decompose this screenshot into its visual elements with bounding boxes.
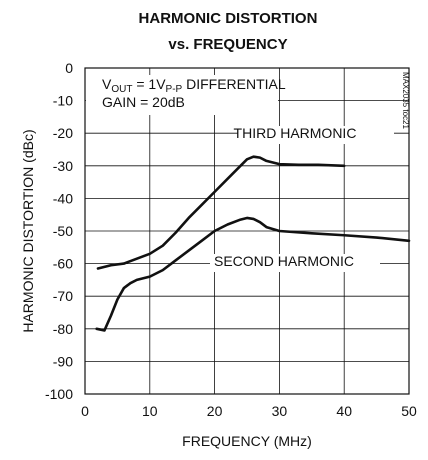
x-tick-label: 0 [81,403,89,419]
part-number: MAX2035 toc21 [401,72,410,129]
y-tick-label: -60 [53,256,73,272]
y-tick-label: -70 [53,288,73,304]
y-tick-label: 0 [65,60,73,76]
y-tick-labels: 0 -10 -20 -30 -40 -50 -60 -70 -80 -90 -100 [45,60,73,402]
third-harmonic-label-background [238,126,394,144]
y-tick-label: -50 [53,223,73,239]
second-harmonic-curve [95,216,411,332]
x-tick-labels: 0 10 20 30 40 50 [81,403,417,419]
plot-frame [84,67,410,395]
gain-condition: GAIN = 20dB [102,94,185,110]
second-harmonic-label-background [210,254,380,272]
x-tick-label: 10 [142,403,158,419]
grid-lines [85,68,409,394]
x-tick-label: 20 [207,403,223,419]
chart-title: HARMONIC DISTORTION [139,10,318,27]
y-axis-label: HARMONIC DISTORTION (dBc) [20,129,36,332]
x-tick-label: 40 [336,403,352,419]
vout-condition: VOUT = 1VP-P DIFFERENTIAL [102,76,286,95]
x-tick-label: 50 [401,403,417,419]
y-tick-label: -100 [45,386,73,402]
y-tick-label: -40 [53,190,73,206]
third-harmonic-label: THIRD HARMONIC [234,125,357,141]
x-tick-label: 30 [272,403,288,419]
chart-subtitle: vs. FREQUENCY [168,36,287,53]
y-tick-label: -10 [53,93,73,109]
x-axis-label: FREQUENCY (MHz) [182,433,312,449]
y-tick-label: -30 [53,158,73,174]
conditions-background [86,75,278,115]
y-tick-label: -90 [53,353,73,369]
second-harmonic-label: SECOND HARMONIC [214,253,354,269]
third-harmonic-curve [96,155,346,270]
y-tick-label: -80 [53,321,73,337]
y-tick-label: -20 [53,125,73,141]
